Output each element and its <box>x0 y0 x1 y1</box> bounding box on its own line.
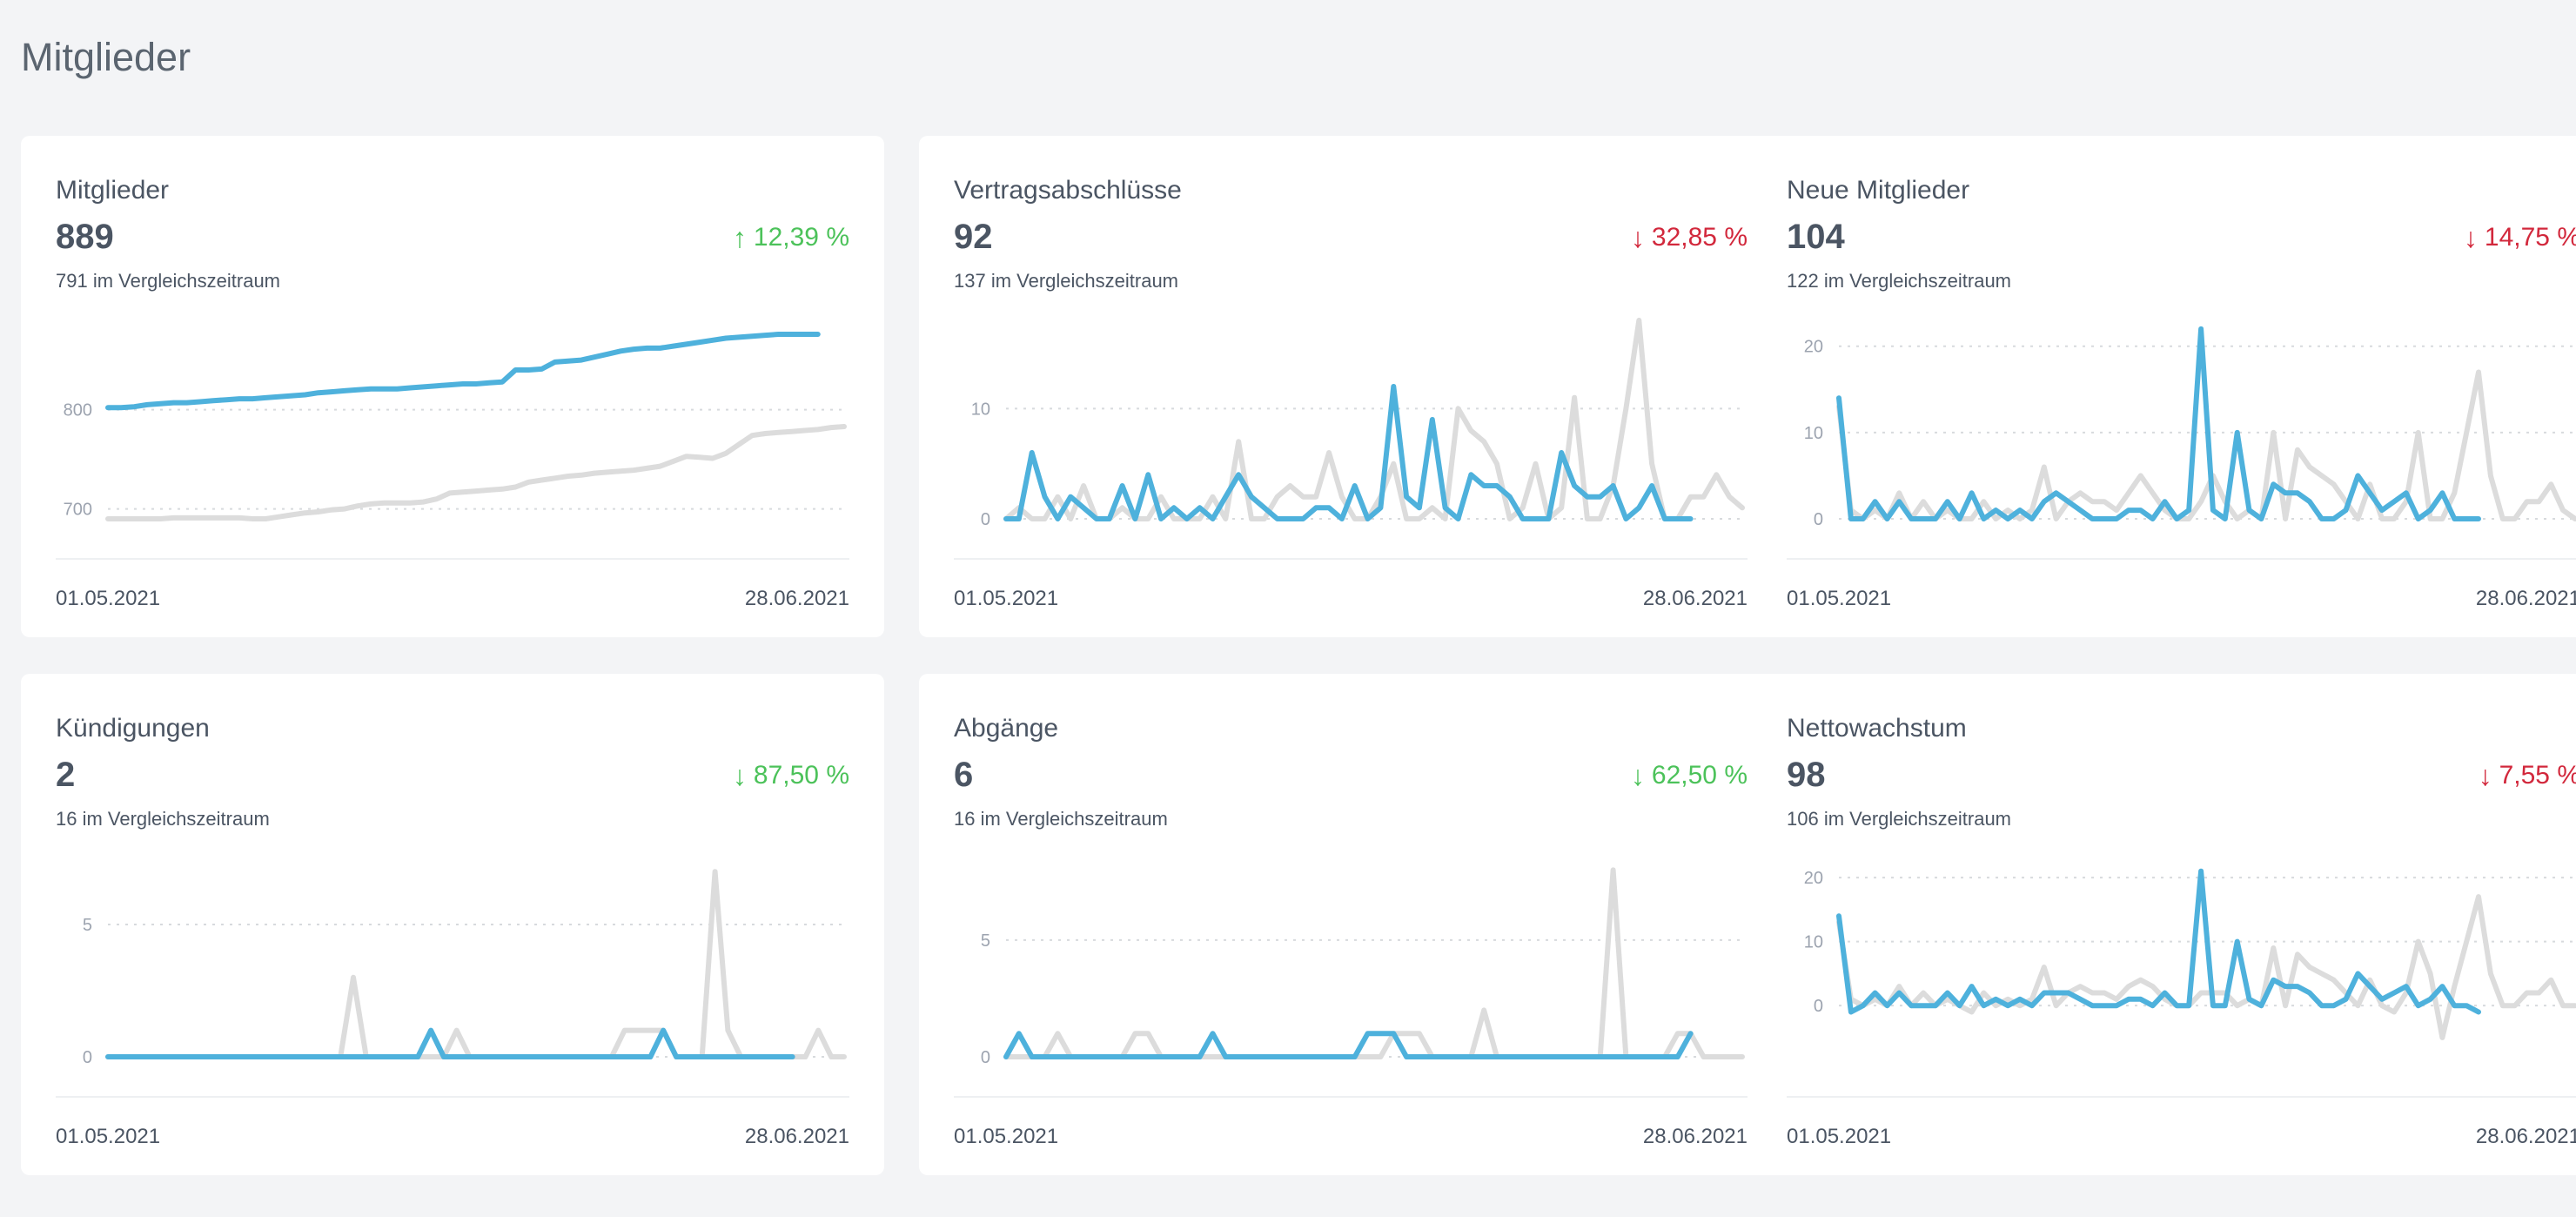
date-start: 01.05.2021 <box>1787 1125 1892 1148</box>
line-chart: 0 10 <box>971 318 1745 529</box>
line-chart: 0 10 20 <box>1804 868 2576 1040</box>
change-percent: 62,50 % <box>1651 761 1748 790</box>
series-line-previous <box>105 869 847 1059</box>
series-line-previous <box>1003 318 1745 521</box>
y-tick-label: 10 <box>971 400 990 419</box>
date-end: 28.06.2021 <box>2475 1125 2576 1148</box>
change-percent: 14,75 % <box>2484 223 2576 252</box>
y-tick-label: 5 <box>83 916 92 935</box>
arrow-up-icon: ↑ <box>732 222 747 253</box>
date-start: 01.05.2021 <box>1787 587 1892 610</box>
y-tick-label: 0 <box>1814 510 1823 529</box>
series-line-current <box>105 1027 795 1059</box>
change-indicator: ↓ 14,75 % <box>2464 223 2576 252</box>
y-tick-label: 10 <box>1804 933 1823 952</box>
date-start: 01.05.2021 <box>954 1125 1059 1148</box>
arrow-down-icon: ↓ <box>1630 222 1645 253</box>
date-end: 28.06.2021 <box>744 587 849 610</box>
card-title: Neue Mitglieder <box>1787 176 1970 205</box>
card-mitglieder[interactable]: Mitglieder 889 ↑ 12,39 % 791 im Vergleic… <box>21 136 884 637</box>
line-chart: 700 800 <box>64 332 847 521</box>
arrow-down-icon: ↓ <box>732 760 747 791</box>
y-tick-label: 0 <box>1814 997 1823 1016</box>
card-title: Vertragsabschlüsse <box>954 176 1182 205</box>
line-chart: 05 <box>83 869 847 1067</box>
divider <box>56 558 849 560</box>
change-indicator: ↓ 62,50 % <box>1631 761 1748 790</box>
change-percent: 12,39 % <box>753 223 849 252</box>
date-end: 28.06.2021 <box>1642 1125 1748 1148</box>
y-tick-label: 0 <box>981 510 990 529</box>
y-tick-label: 0 <box>981 1048 990 1067</box>
y-tick-label: 10 <box>1804 424 1823 443</box>
comparison-text: 791 im Vergleichszeitraum <box>56 270 281 292</box>
divider <box>56 1096 849 1098</box>
page-title: Mitglieder <box>21 35 191 79</box>
change-indicator: ↓ 32,85 % <box>1631 223 1748 252</box>
date-end: 28.06.2021 <box>2475 587 2576 610</box>
y-tick-label: 0 <box>83 1048 92 1067</box>
divider <box>954 558 1748 560</box>
card-nettowachstum[interactable]: Nettowachstum 98 ↓ 7,55 % 106 im Verglei… <box>1752 674 2576 1175</box>
comparison-text: 122 im Vergleichszeitraum <box>1787 270 2012 292</box>
line-chart: 05 <box>981 867 1745 1067</box>
date-start: 01.05.2021 <box>954 587 1059 610</box>
card-value: 6 <box>954 756 974 794</box>
y-tick-label: 20 <box>1804 338 1823 357</box>
date-end: 28.06.2021 <box>1642 587 1748 610</box>
card-title: Abgänge <box>954 714 1059 743</box>
arrow-down-icon: ↓ <box>1630 760 1645 791</box>
change-percent: 87,50 % <box>753 761 849 790</box>
series-line-current <box>1836 326 2481 521</box>
series-line-previous <box>1003 867 1745 1059</box>
card-vertragsabschluesse[interactable]: Vertragsabschlüsse 92 ↓ 32,85 % 137 im V… <box>919 136 1782 637</box>
series-line-previous <box>105 424 847 521</box>
arrow-down-icon: ↓ <box>2463 222 2478 253</box>
change-percent: 7,55 % <box>2499 761 2576 790</box>
series-line-current <box>1003 384 1694 521</box>
card-value: 92 <box>954 218 993 256</box>
card-abgaenge[interactable]: Abgänge 6 ↓ 62,50 % 16 im Vergleichszeit… <box>919 674 1782 1175</box>
card-value: 98 <box>1787 756 1826 794</box>
card-title: Nettowachstum <box>1787 714 1967 743</box>
card-value: 104 <box>1787 218 1845 256</box>
comparison-text: 16 im Vergleichszeitraum <box>954 808 1168 830</box>
comparison-text: 16 im Vergleichszeitraum <box>56 808 270 830</box>
change-indicator: ↑ 12,39 % <box>733 223 849 252</box>
line-chart: 0 10 20 <box>1804 326 2576 529</box>
series-line-current <box>1003 1031 1694 1059</box>
y-tick-label: 5 <box>981 931 990 951</box>
y-tick-label: 800 <box>64 401 92 420</box>
card-kuendigungen[interactable]: Kündigungen 2 ↓ 87,50 % 16 im Vergleichs… <box>21 674 884 1175</box>
divider <box>1787 1096 2576 1098</box>
card-title: Kündigungen <box>56 714 210 743</box>
comparison-text: 106 im Vergleichszeitraum <box>1787 808 2012 830</box>
y-tick-label: 700 <box>64 501 92 520</box>
card-neue-mitglieder[interactable]: Neue Mitglieder 104 ↓ 14,75 % 122 im Ver… <box>1752 136 2576 637</box>
comparison-text: 137 im Vergleichszeitraum <box>954 270 1179 292</box>
divider <box>1787 558 2576 560</box>
divider <box>954 1096 1748 1098</box>
date-end: 28.06.2021 <box>744 1125 849 1148</box>
card-value: 2 <box>56 756 76 794</box>
change-percent: 32,85 % <box>1651 223 1748 252</box>
change-indicator: ↓ 87,50 % <box>733 761 849 790</box>
date-start: 01.05.2021 <box>56 1125 161 1148</box>
arrow-down-icon: ↓ <box>2478 760 2492 791</box>
series-line-current <box>1836 868 2481 1015</box>
change-indicator: ↓ 7,55 % <box>2479 761 2576 790</box>
series-line-current <box>105 332 821 411</box>
date-start: 01.05.2021 <box>56 587 161 610</box>
card-value: 889 <box>56 218 114 256</box>
card-title: Mitglieder <box>56 176 170 205</box>
y-tick-label: 20 <box>1804 869 1823 888</box>
